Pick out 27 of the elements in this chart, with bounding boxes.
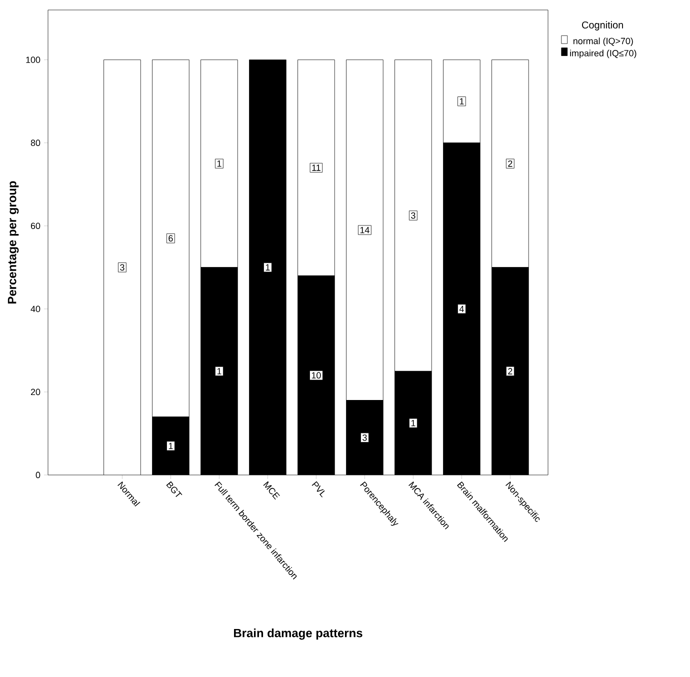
annotation: 4	[459, 306, 464, 312]
annotation: 3	[120, 264, 124, 271]
annotation: 6	[168, 235, 173, 242]
annotation: 3	[362, 434, 367, 441]
annotation: 1	[217, 368, 222, 374]
x-axis-title: Brain damage patterns	[234, 628, 362, 640]
annotation: 11	[312, 164, 320, 171]
y-tick-label: 0	[36, 472, 40, 478]
annotation: 3	[411, 212, 416, 219]
y-tick-label: 20	[30, 388, 40, 396]
annotation: 10	[312, 372, 321, 379]
legend-title: Cognition	[582, 21, 623, 30]
annotation: 14	[360, 226, 370, 234]
legend-label: impaired (IQ≤70)	[570, 50, 636, 58]
y-tick-label: 60	[30, 222, 40, 230]
annotation: 2	[508, 160, 512, 167]
y-axis-title: Percentage per group	[8, 181, 19, 304]
annotation: 1	[168, 442, 173, 450]
annotation: 1	[460, 98, 464, 104]
annotation: 1	[217, 160, 222, 167]
y-tick-label: 80	[30, 140, 40, 146]
y-tick-label: 40	[30, 306, 40, 312]
legend-label: normal (IQ>70)	[573, 38, 633, 46]
annotation: 1	[411, 420, 416, 426]
annotation: 1	[266, 264, 270, 270]
y-tick-label: 100	[26, 56, 40, 63]
annotation: 2	[508, 368, 512, 374]
